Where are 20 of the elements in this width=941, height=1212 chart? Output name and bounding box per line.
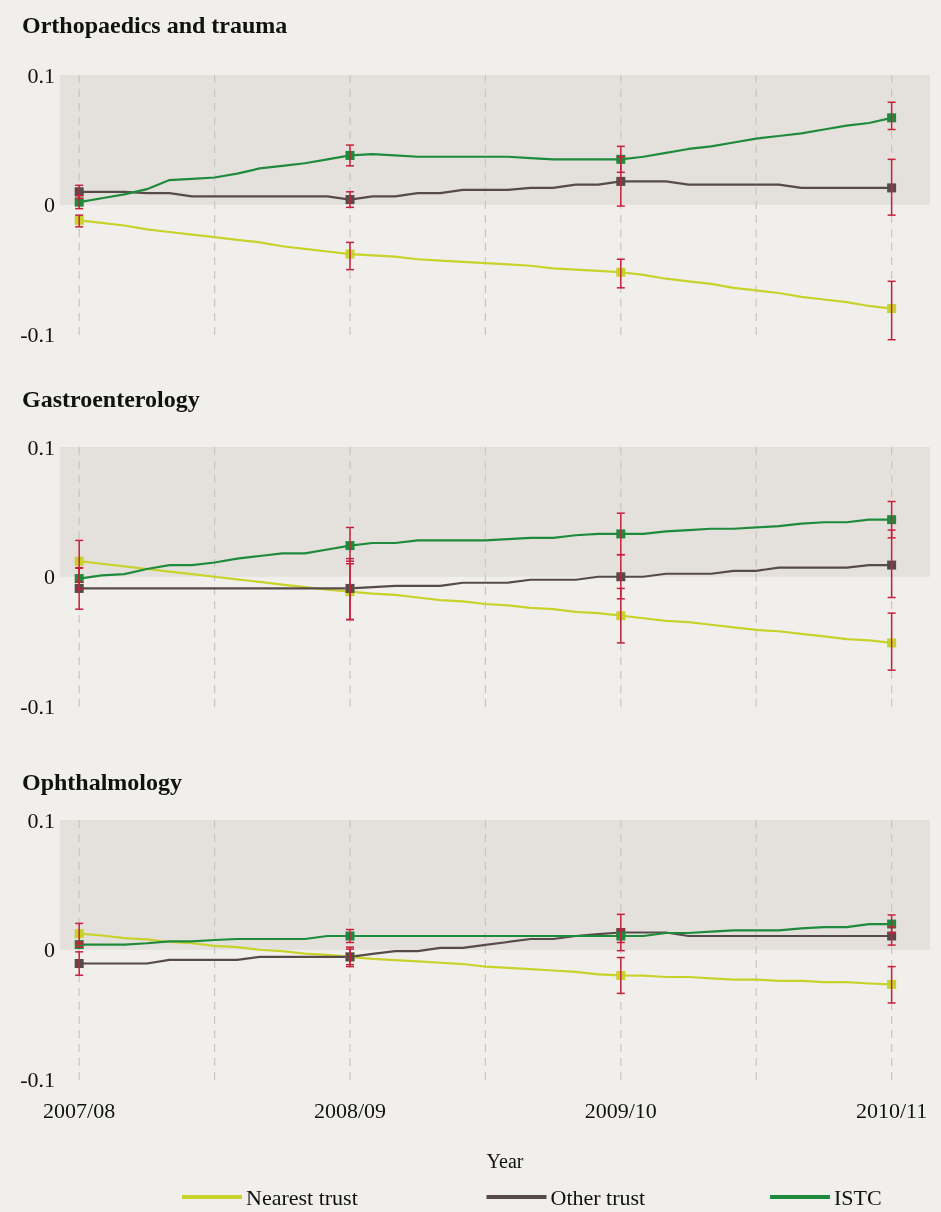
y-tick-label: 0 — [44, 937, 55, 963]
legend-label: ISTC — [834, 1184, 882, 1210]
legend-label: Other trust — [550, 1184, 646, 1210]
legend-label: Nearest trust — [246, 1184, 358, 1210]
x-tick-label: 2008/09 — [313, 1098, 387, 1123]
x-tick-label: 2010/11 — [855, 1098, 928, 1123]
x-tick-label: 2007/08 — [43, 1098, 116, 1123]
y-tick-label: 0 — [44, 192, 55, 218]
y-tick-label: -0.1 — [20, 694, 55, 720]
y-tick-label: -0.1 — [20, 1067, 55, 1093]
y-tick-label: 0.1 — [27, 807, 55, 833]
chart-title: Gastroenterology — [22, 386, 200, 412]
y-tick-label: 0.1 — [27, 62, 55, 88]
chart-title: Ophthalmology — [22, 769, 183, 795]
y-tick-label: -0.1 — [20, 322, 55, 348]
chart-title: Orthopaedics and trauma — [22, 12, 288, 38]
y-tick-label: 0.1 — [27, 434, 55, 460]
x-axis-title: Year — [486, 1150, 524, 1172]
y-tick-label: 0 — [44, 564, 55, 590]
x-tick-label: 2009/10 — [584, 1098, 657, 1123]
